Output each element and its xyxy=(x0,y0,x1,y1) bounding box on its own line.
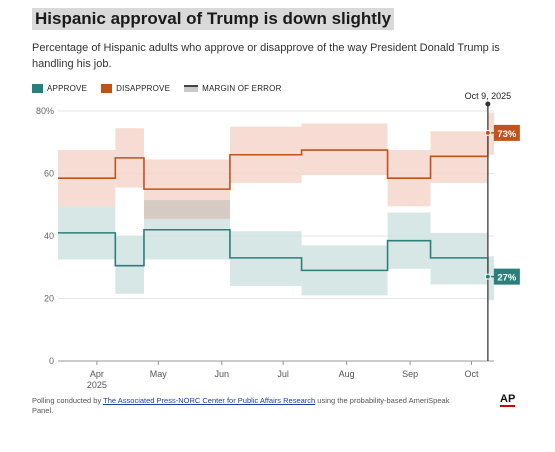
x-tick-label: Aug xyxy=(339,369,355,379)
legend-disapprove-swatch xyxy=(101,84,113,93)
y-tick-label: 60 xyxy=(44,169,54,179)
x-tick-label: Jul xyxy=(277,369,289,379)
x-tick-label: Oct xyxy=(464,369,479,379)
x-tick-label: Jun xyxy=(214,369,229,379)
y-tick-label: 20 xyxy=(44,294,54,304)
disapprove-end-dot xyxy=(484,129,491,136)
x-tick-label: Sep xyxy=(402,369,418,379)
legend-moe-label: MARGIN OF ERROR xyxy=(202,84,282,93)
disapprove-line xyxy=(58,132,494,190)
approve-line xyxy=(58,228,494,278)
footer-note: Polling conducted by The Associated Pres… xyxy=(32,396,452,416)
disapprove-end-badge xyxy=(493,124,520,141)
x-tick-label: May xyxy=(150,369,168,379)
legend-moe-swatch xyxy=(184,85,199,92)
y-tick-label: 0 xyxy=(49,356,54,366)
chart-title: Hispanic approval of Trump is down sligh… xyxy=(32,8,395,30)
approve-moe-band xyxy=(487,256,494,301)
footer-suffix: using the probability-based AmeriSpeak P… xyxy=(32,396,450,415)
current-date-dot xyxy=(485,101,491,107)
moe-overlap-band xyxy=(143,200,230,219)
x-tick-label: Apr xyxy=(90,369,104,379)
chart-subtitle: Percentage of Hispanic adults who approv… xyxy=(32,42,500,70)
current-date-label: Oct 9, 2025 xyxy=(465,91,512,101)
legend-moe: MARGIN OF ERROR xyxy=(184,84,281,93)
y-tick-label: 80% xyxy=(36,106,54,116)
legend-disapprove-label: DISAPPROVE xyxy=(116,84,171,93)
footer-prefix: Polling conducted by xyxy=(32,396,104,405)
chart-title-wrap: Hispanic approval of Trump is down sligh… xyxy=(32,8,395,30)
x-year-label: 2025 xyxy=(87,380,107,390)
legend-approve-label: APPROVE xyxy=(47,84,88,93)
legend-disapprove: DISAPPROVE xyxy=(101,84,170,93)
legend: APPROVE DISAPPROVE MARGIN OF ERROR xyxy=(32,84,296,93)
approve-end-dot xyxy=(484,273,491,280)
approve-end-label: 27% xyxy=(497,273,517,284)
legend-approve: APPROVE xyxy=(32,84,87,93)
approve-end-badge xyxy=(493,268,520,285)
legend-approve-swatch xyxy=(32,84,43,93)
disapprove-end-label: 73% xyxy=(497,129,517,140)
ap-logo: AP xyxy=(500,393,516,407)
y-tick-label: 40 xyxy=(44,231,54,241)
footer-link[interactable]: The Associated Press-NORC Center for Pub… xyxy=(103,396,316,405)
